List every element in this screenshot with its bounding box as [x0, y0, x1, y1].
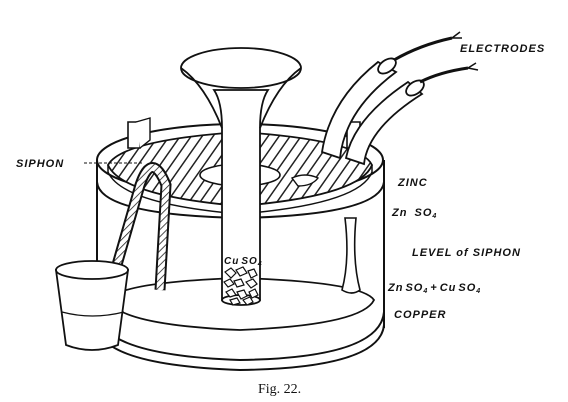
label-siphon: SIPHON [16, 158, 64, 170]
label-zn-so4-cu-so4: Zn SO4 + Cu SO4 [387, 282, 481, 295]
electrode-tubes [320, 31, 479, 166]
label-copper: COPPER [394, 309, 446, 321]
funnel-tube [180, 47, 302, 306]
label-zinc: ZINC [397, 177, 428, 189]
crystals [223, 266, 259, 306]
label-level-of-siphon: LEVEL of SIPHON [412, 247, 521, 259]
support-leg [341, 217, 361, 294]
beaker [54, 260, 130, 351]
label-inner-cuso4: Cu SO4 [224, 256, 263, 268]
label-electrodes: ELECTRODES [460, 43, 545, 55]
label-zn-so4: Zn SO4 [391, 207, 437, 220]
figure-caption: Fig. 22. [258, 382, 301, 397]
siphon [98, 162, 172, 312]
